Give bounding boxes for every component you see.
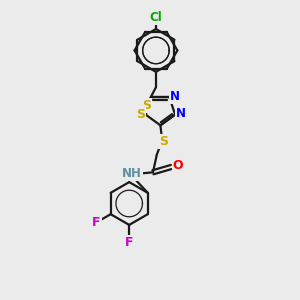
Text: N: N [176, 107, 185, 120]
Text: S: S [159, 136, 168, 148]
Text: N: N [170, 90, 180, 103]
Text: S: S [136, 108, 145, 121]
Text: F: F [92, 216, 100, 229]
Text: F: F [125, 236, 134, 249]
Text: S: S [142, 99, 151, 112]
Text: O: O [172, 159, 183, 172]
Text: NH: NH [122, 167, 142, 180]
Text: Cl: Cl [150, 11, 162, 24]
